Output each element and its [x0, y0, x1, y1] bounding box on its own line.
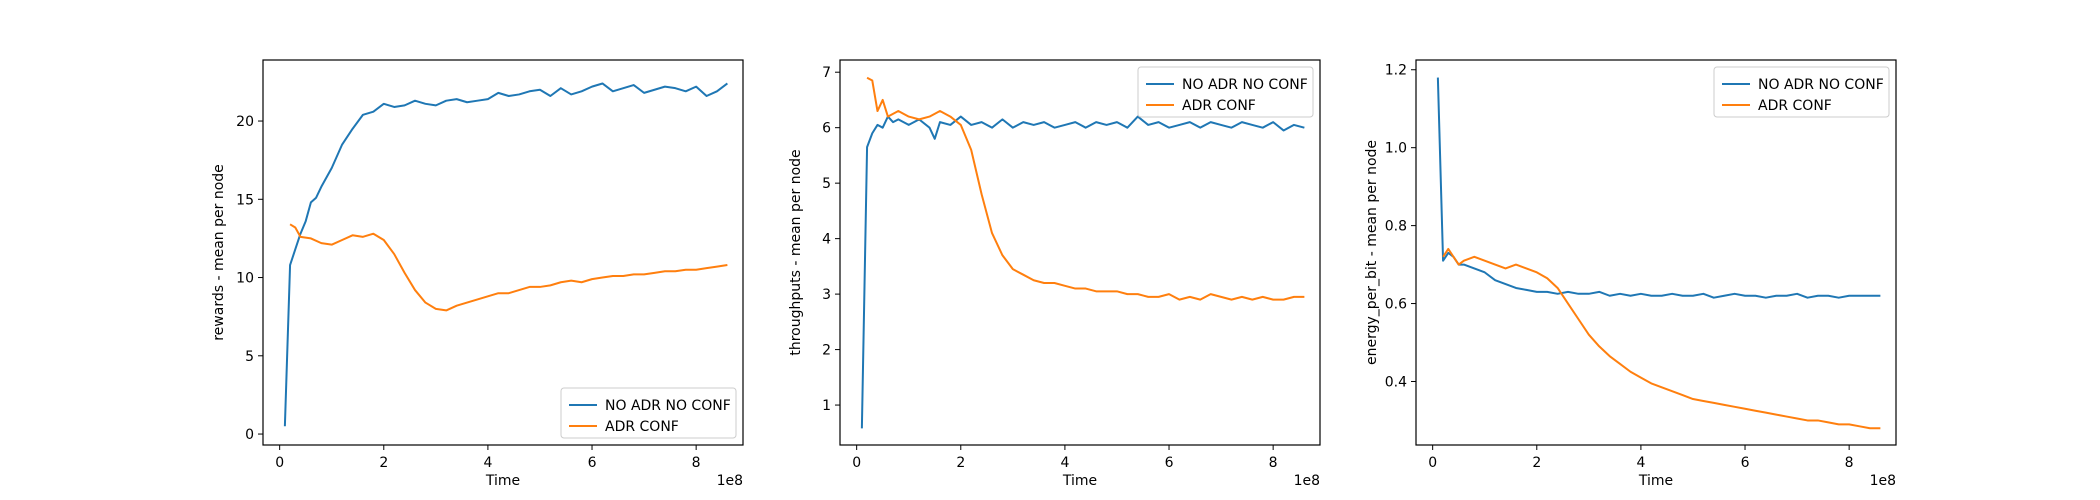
y-tick-label: 0.6 [1385, 297, 1407, 313]
y-tick-label: 2 [822, 343, 831, 359]
y-axis-label: energy_per_bit - mean per node [1364, 140, 1380, 365]
x-tick-label: 0 [852, 455, 861, 471]
axes-frame [1415, 59, 1897, 446]
x-axis-label: Time [1062, 473, 1097, 489]
x-tick-label: 2 [379, 455, 388, 471]
y-tick-label: 1.0 [1385, 141, 1407, 157]
chart-panel-2: 0 2 4 6 8 1 2 3 4 5 6 7 Time throughputs - mean per n… [788, 59, 1321, 489]
x-tick-label: 6 [1741, 455, 1750, 471]
y-tick-label: 1 [822, 398, 831, 414]
chart-panel-1: 0 2 4 6 8 0 5 10 15 20 Time rewards - mean per node… [211, 59, 744, 489]
legend: NO ADR NO CONF ADR CONF [1713, 66, 1890, 118]
y-tick-label: 10 [236, 271, 254, 287]
y-tick-label: 5 [245, 349, 254, 365]
x-offset-label: 1e8 [717, 473, 743, 489]
legend-entry: NO ADR NO CONF [1182, 77, 1308, 93]
y-tick-label: 7 [822, 65, 831, 81]
x-tick-label: 4 [1636, 455, 1645, 471]
series-line-no-adr-no-conf [860, 115, 1305, 429]
x-tick-label: 6 [1165, 455, 1174, 471]
y-tick-label: 0 [245, 427, 254, 443]
y-tick-label: 0.8 [1385, 219, 1407, 235]
y-tick-label: 20 [236, 114, 254, 130]
x-tick-label: 0 [275, 455, 284, 471]
axes-frame [839, 59, 1321, 446]
x-tick-label: 4 [1060, 455, 1069, 471]
legend-box [1137, 66, 1314, 118]
y-tick-label: 15 [236, 192, 254, 208]
x-axis-label: Time [1638, 473, 1673, 489]
x-tick-label: 2 [956, 455, 965, 471]
y-tick-label: 6 [822, 121, 831, 137]
chart-panel-3: 0 2 4 6 8 0.4 0.6 0.8 1.0 1.2 Time energy_per_bit -… [1364, 59, 1897, 489]
x-offset-label: 1e8 [1294, 473, 1320, 489]
legend: NO ADR NO CONF ADR CONF [560, 387, 737, 439]
x-axis-label: Time [485, 473, 520, 489]
y-tick-label: 0.4 [1385, 374, 1407, 390]
series-line-no-adr-no-conf [1436, 77, 1881, 299]
y-tick-label: 5 [822, 176, 831, 192]
x-tick-label: 8 [1269, 455, 1278, 471]
series-line-no-adr-no-conf [283, 82, 728, 427]
series-line-adr-conf [1442, 247, 1881, 430]
x-tick-label: 8 [692, 455, 701, 471]
series-line-adr-conf [289, 223, 728, 312]
x-offset-label: 1e8 [1870, 473, 1896, 489]
y-axis-label: throughputs - mean per node [788, 149, 804, 355]
legend: NO ADR NO CONF ADR CONF [1137, 66, 1314, 118]
x-tick-label: 6 [588, 455, 597, 471]
y-tick-label: 1.2 [1385, 63, 1407, 79]
legend-entry: ADR CONF [1182, 98, 1256, 114]
y-axis-label: rewards - mean per node [211, 164, 227, 341]
legend-box [560, 387, 737, 439]
x-tick-label: 0 [1428, 455, 1437, 471]
legend-entry: ADR CONF [605, 419, 679, 435]
legend-box [1713, 66, 1890, 118]
y-tick-label: 4 [822, 232, 831, 248]
x-tick-label: 2 [1532, 455, 1541, 471]
x-tick-label: 8 [1845, 455, 1854, 471]
series-line-adr-conf [866, 76, 1305, 301]
x-tick-label: 4 [483, 455, 492, 471]
axes-frame [262, 59, 744, 446]
legend-entry: NO ADR NO CONF [605, 398, 731, 414]
y-tick-label: 3 [822, 287, 831, 303]
legend-entry: NO ADR NO CONF [1758, 77, 1884, 93]
legend-entry: ADR CONF [1758, 98, 1832, 114]
